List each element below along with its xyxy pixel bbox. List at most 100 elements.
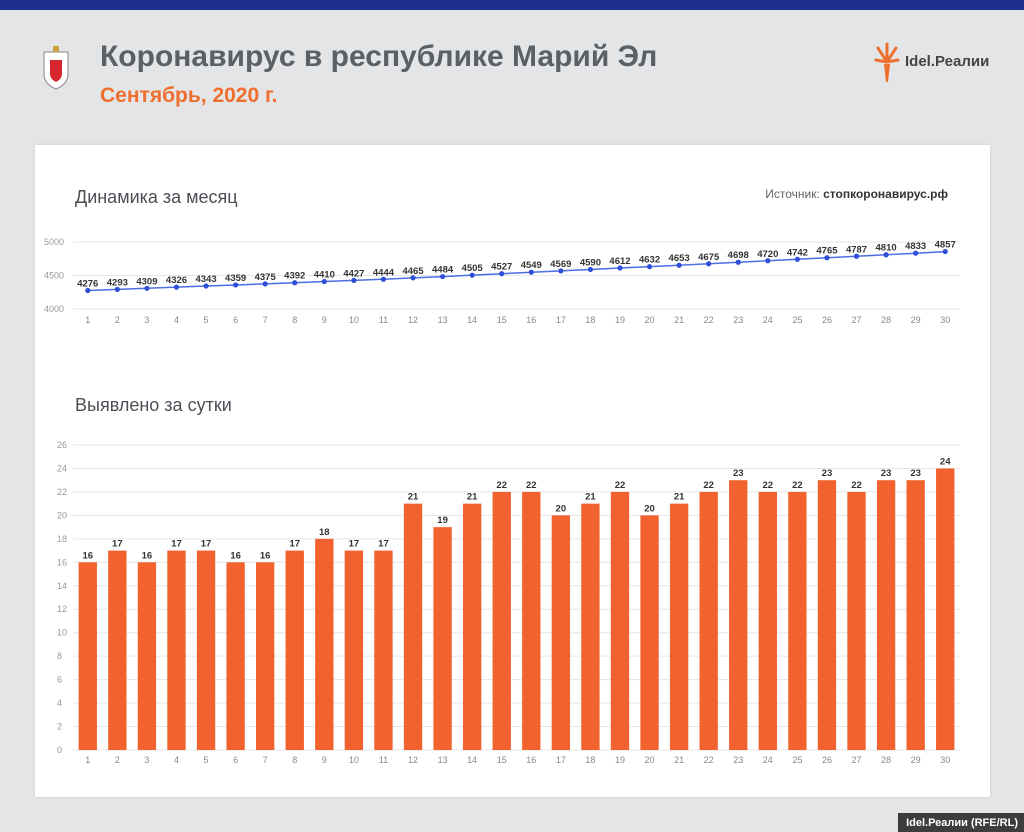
bar-xtick-label: 30 [940,755,950,765]
line-point [233,282,239,288]
line-xtick-label: 4 [174,315,179,325]
bar-xtick-label: 24 [763,755,773,765]
bar [374,550,393,750]
line-xtick-label: 22 [704,315,714,325]
bar [610,491,630,750]
bar-xtick-label: 18 [585,755,595,765]
line-data-label: 4309 [136,276,157,287]
line-xtick-label: 2 [115,315,120,325]
line-data-label: 4465 [402,266,424,277]
bar-xtick-label: 17 [556,755,566,765]
line-chart-title: Динамика за месяц [75,187,238,207]
bar [551,515,571,750]
line-point [351,277,357,283]
bar-xtick-label: 5 [204,755,209,765]
line-data-label: 4484 [432,265,454,276]
line-data-label: 4549 [521,260,542,271]
line-xtick-label: 7 [263,315,268,325]
line-data-label: 4505 [462,263,484,274]
bar-data-label: 19 [437,515,448,526]
top-accent-bar [0,0,1024,10]
idel-realii-logo-icon [874,42,900,82]
page-subtitle: Сентябрь, 2020 г. [100,84,278,107]
bar-xtick-label: 4 [174,755,179,765]
line-data-label: 4392 [284,271,305,282]
bar [226,562,245,750]
line-xtick-label: 24 [763,315,773,325]
bar-xtick-label: 12 [408,755,418,765]
bar-data-label: 21 [674,492,685,503]
bar-data-label: 21 [585,492,596,503]
line-point [676,262,682,268]
bar-ytick-label: 22 [57,487,67,497]
bar-data-label: 22 [496,480,507,491]
line-xtick-label: 8 [292,315,297,325]
line-point [824,255,830,261]
bar-data-label: 16 [230,550,241,561]
bar-data-label: 20 [644,503,655,514]
line-ytick-label: 4500 [44,271,64,281]
bar-ytick-label: 20 [57,510,67,520]
bar-ytick-label: 6 [57,675,62,685]
line-point [262,281,268,287]
bar-xtick-label: 26 [822,755,832,765]
bar [137,562,157,750]
bar-data-label: 23 [822,468,833,479]
bar-data-label: 23 [733,468,744,479]
bar [936,468,955,750]
line-xtick-label: 19 [615,315,625,325]
line-xtick-label: 23 [733,315,743,325]
line-data-label: 4427 [343,268,364,279]
line-data-label: 4742 [787,247,808,258]
line-xtick-label: 12 [408,315,418,325]
footer-credit: Idel.Реалии (RFE/RL) [898,813,1024,832]
bar-ytick-label: 0 [57,745,62,755]
bar-data-label: 21 [467,492,478,503]
bar-data-label: 17 [378,539,389,550]
line-xtick-label: 21 [674,315,684,325]
bar-xtick-label: 21 [674,755,684,765]
line-xtick-label: 20 [645,315,655,325]
bar [906,480,925,750]
bar-data-label: 21 [408,492,419,503]
bar-ytick-label: 16 [57,557,67,567]
bar-data-label: 23 [910,468,921,479]
bar [196,550,216,750]
line-data-label: 4375 [255,272,277,283]
bar-ytick-label: 4 [57,698,62,708]
line-xtick-label: 28 [881,315,891,325]
bar-data-label: 18 [319,527,330,538]
source-note: Источник: стопкоронавирус.рф [765,187,948,201]
line-point [114,286,120,292]
crest-icon [43,46,69,90]
bar-data-label: 22 [615,480,626,491]
line-point [321,278,327,285]
line-point [85,287,91,294]
bar [876,480,896,750]
line-data-label: 4410 [314,270,335,281]
line-point [706,261,712,267]
line-point [646,264,653,270]
line-data-label: 4632 [639,255,660,266]
bar-data-label: 22 [763,480,774,491]
bar [817,480,837,750]
bar-xtick-label: 20 [645,755,655,765]
bar [108,550,127,750]
bar [403,503,423,750]
bar-xtick-label: 28 [881,755,891,765]
bar-xtick-label: 7 [263,755,268,765]
bar [433,527,452,750]
line-point [499,271,505,277]
bar [462,503,482,750]
line-data-label: 4698 [728,250,749,261]
bar-ytick-label: 24 [57,463,67,473]
line-data-label: 4765 [816,246,838,257]
bar-ytick-label: 2 [57,722,62,732]
source-label: Источник: [765,187,824,201]
line-data-label: 4833 [905,241,926,252]
logo-text: Idel.Реалии [905,53,990,70]
bar [256,562,275,750]
bar-xtick-label: 15 [497,755,507,765]
bar-data-label: 22 [851,480,862,491]
bar-xtick-label: 13 [438,755,448,765]
